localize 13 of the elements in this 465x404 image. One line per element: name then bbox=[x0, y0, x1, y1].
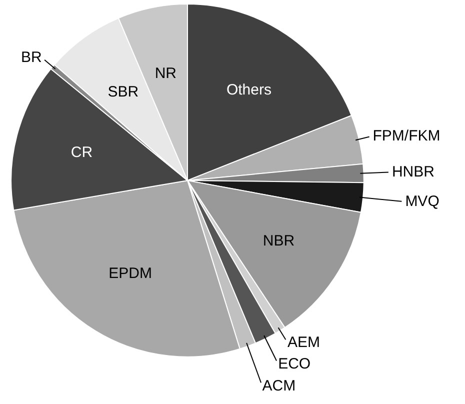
slice-label: FPM/FKM bbox=[372, 127, 440, 144]
slice-label: CR bbox=[70, 144, 93, 162]
slice-label: AEM bbox=[288, 334, 320, 352]
slice-label: BR bbox=[21, 49, 42, 66]
slice-label: MVQ bbox=[405, 193, 440, 210]
slice-label: NR bbox=[154, 64, 177, 82]
slice-label: ACM bbox=[262, 378, 296, 395]
slice-label: ECO bbox=[278, 355, 311, 372]
slice-label: SBR bbox=[108, 83, 139, 100]
slice-label: EPDM bbox=[108, 265, 152, 282]
slice-label: HNBR bbox=[392, 164, 435, 181]
slice-label: NBR bbox=[262, 232, 295, 250]
slice-label: Others bbox=[226, 81, 272, 98]
